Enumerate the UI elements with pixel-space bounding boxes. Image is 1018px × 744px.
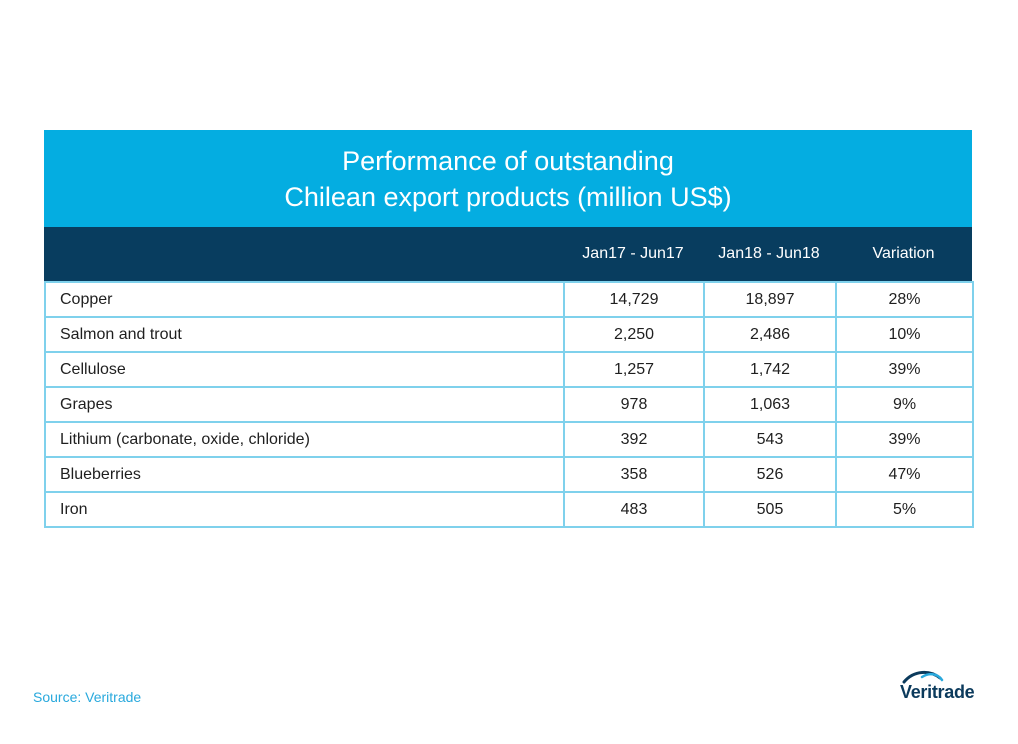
- product-name-cell: Blueberries: [44, 456, 565, 493]
- table-row: Grapes 978 1,063 9%: [44, 386, 974, 423]
- jan17-jun17-cell: 14,729: [563, 281, 705, 318]
- logo-text: Veritrade: [900, 682, 975, 702]
- veritrade-logo: Veritrade: [900, 668, 984, 712]
- table-row: Iron 483 505 5%: [44, 491, 974, 528]
- table-title-line-1: Performance of outstanding: [342, 145, 674, 176]
- table-header: Jan17 - Jun17 Jan18 - Jun18 Variation: [44, 227, 972, 281]
- jan18-jun18-cell: 526: [703, 456, 837, 493]
- variation-cell: 39%: [835, 351, 974, 388]
- table-row: Copper 14,729 18,897 28%: [44, 281, 974, 318]
- variation-cell: 9%: [835, 386, 974, 423]
- jan18-jun18-cell: 543: [703, 421, 837, 458]
- table-row: Cellulose 1,257 1,742 39%: [44, 351, 974, 388]
- source-note: Source: Veritrade: [33, 689, 142, 705]
- jan17-jun17-cell: 392: [563, 421, 705, 458]
- product-name-cell: Cellulose: [44, 351, 565, 388]
- jan17-jun17-cell: 2,250: [563, 316, 705, 353]
- table-title: Performance of outstanding Chilean expor…: [44, 130, 972, 227]
- export-table-card: Performance of outstanding Chilean expor…: [44, 130, 974, 528]
- table-row: Salmon and trout 2,250 2,486 10%: [44, 316, 974, 353]
- column-header-jan17-jun17: Jan17 - Jun17: [582, 245, 684, 262]
- column-header-variation: Variation: [872, 245, 935, 262]
- table-row: Lithium (carbonate, oxide, chloride) 392 5…: [44, 421, 974, 458]
- variation-cell: 47%: [835, 456, 974, 493]
- table-title-line-2: Chilean export products (million US$): [284, 181, 732, 212]
- product-name-cell: Lithium (carbonate, oxide, chloride): [44, 421, 565, 458]
- product-name-cell: Iron: [44, 491, 565, 528]
- table-row: Blueberries 358 526 47%: [44, 456, 974, 493]
- variation-cell: 39%: [835, 421, 974, 458]
- product-name-cell: Copper: [44, 281, 565, 318]
- veritrade-swoosh-icon: [902, 671, 944, 684]
- jan18-jun18-cell: 2,486: [703, 316, 837, 353]
- variation-cell: 5%: [835, 491, 974, 528]
- jan18-jun18-cell: 18,897: [703, 281, 837, 318]
- jan18-jun18-cell: 1,742: [703, 351, 837, 388]
- jan17-jun17-cell: 978: [563, 386, 705, 423]
- jan18-jun18-cell: 1,063: [703, 386, 837, 423]
- jan18-jun18-cell: 505: [703, 491, 837, 528]
- product-name-cell: Grapes: [44, 386, 565, 423]
- variation-cell: 28%: [835, 281, 974, 318]
- jan17-jun17-cell: 1,257: [563, 351, 705, 388]
- column-header-jan18-jun18: Jan18 - Jun18: [718, 245, 820, 262]
- jan17-jun17-cell: 483: [563, 491, 705, 528]
- product-name-cell: Salmon and trout: [44, 316, 565, 353]
- jan17-jun17-cell: 358: [563, 456, 705, 493]
- variation-cell: 10%: [835, 316, 974, 353]
- data-table: Copper 14,729 18,897 28% Salmon and trout 2,2…: [44, 281, 974, 528]
